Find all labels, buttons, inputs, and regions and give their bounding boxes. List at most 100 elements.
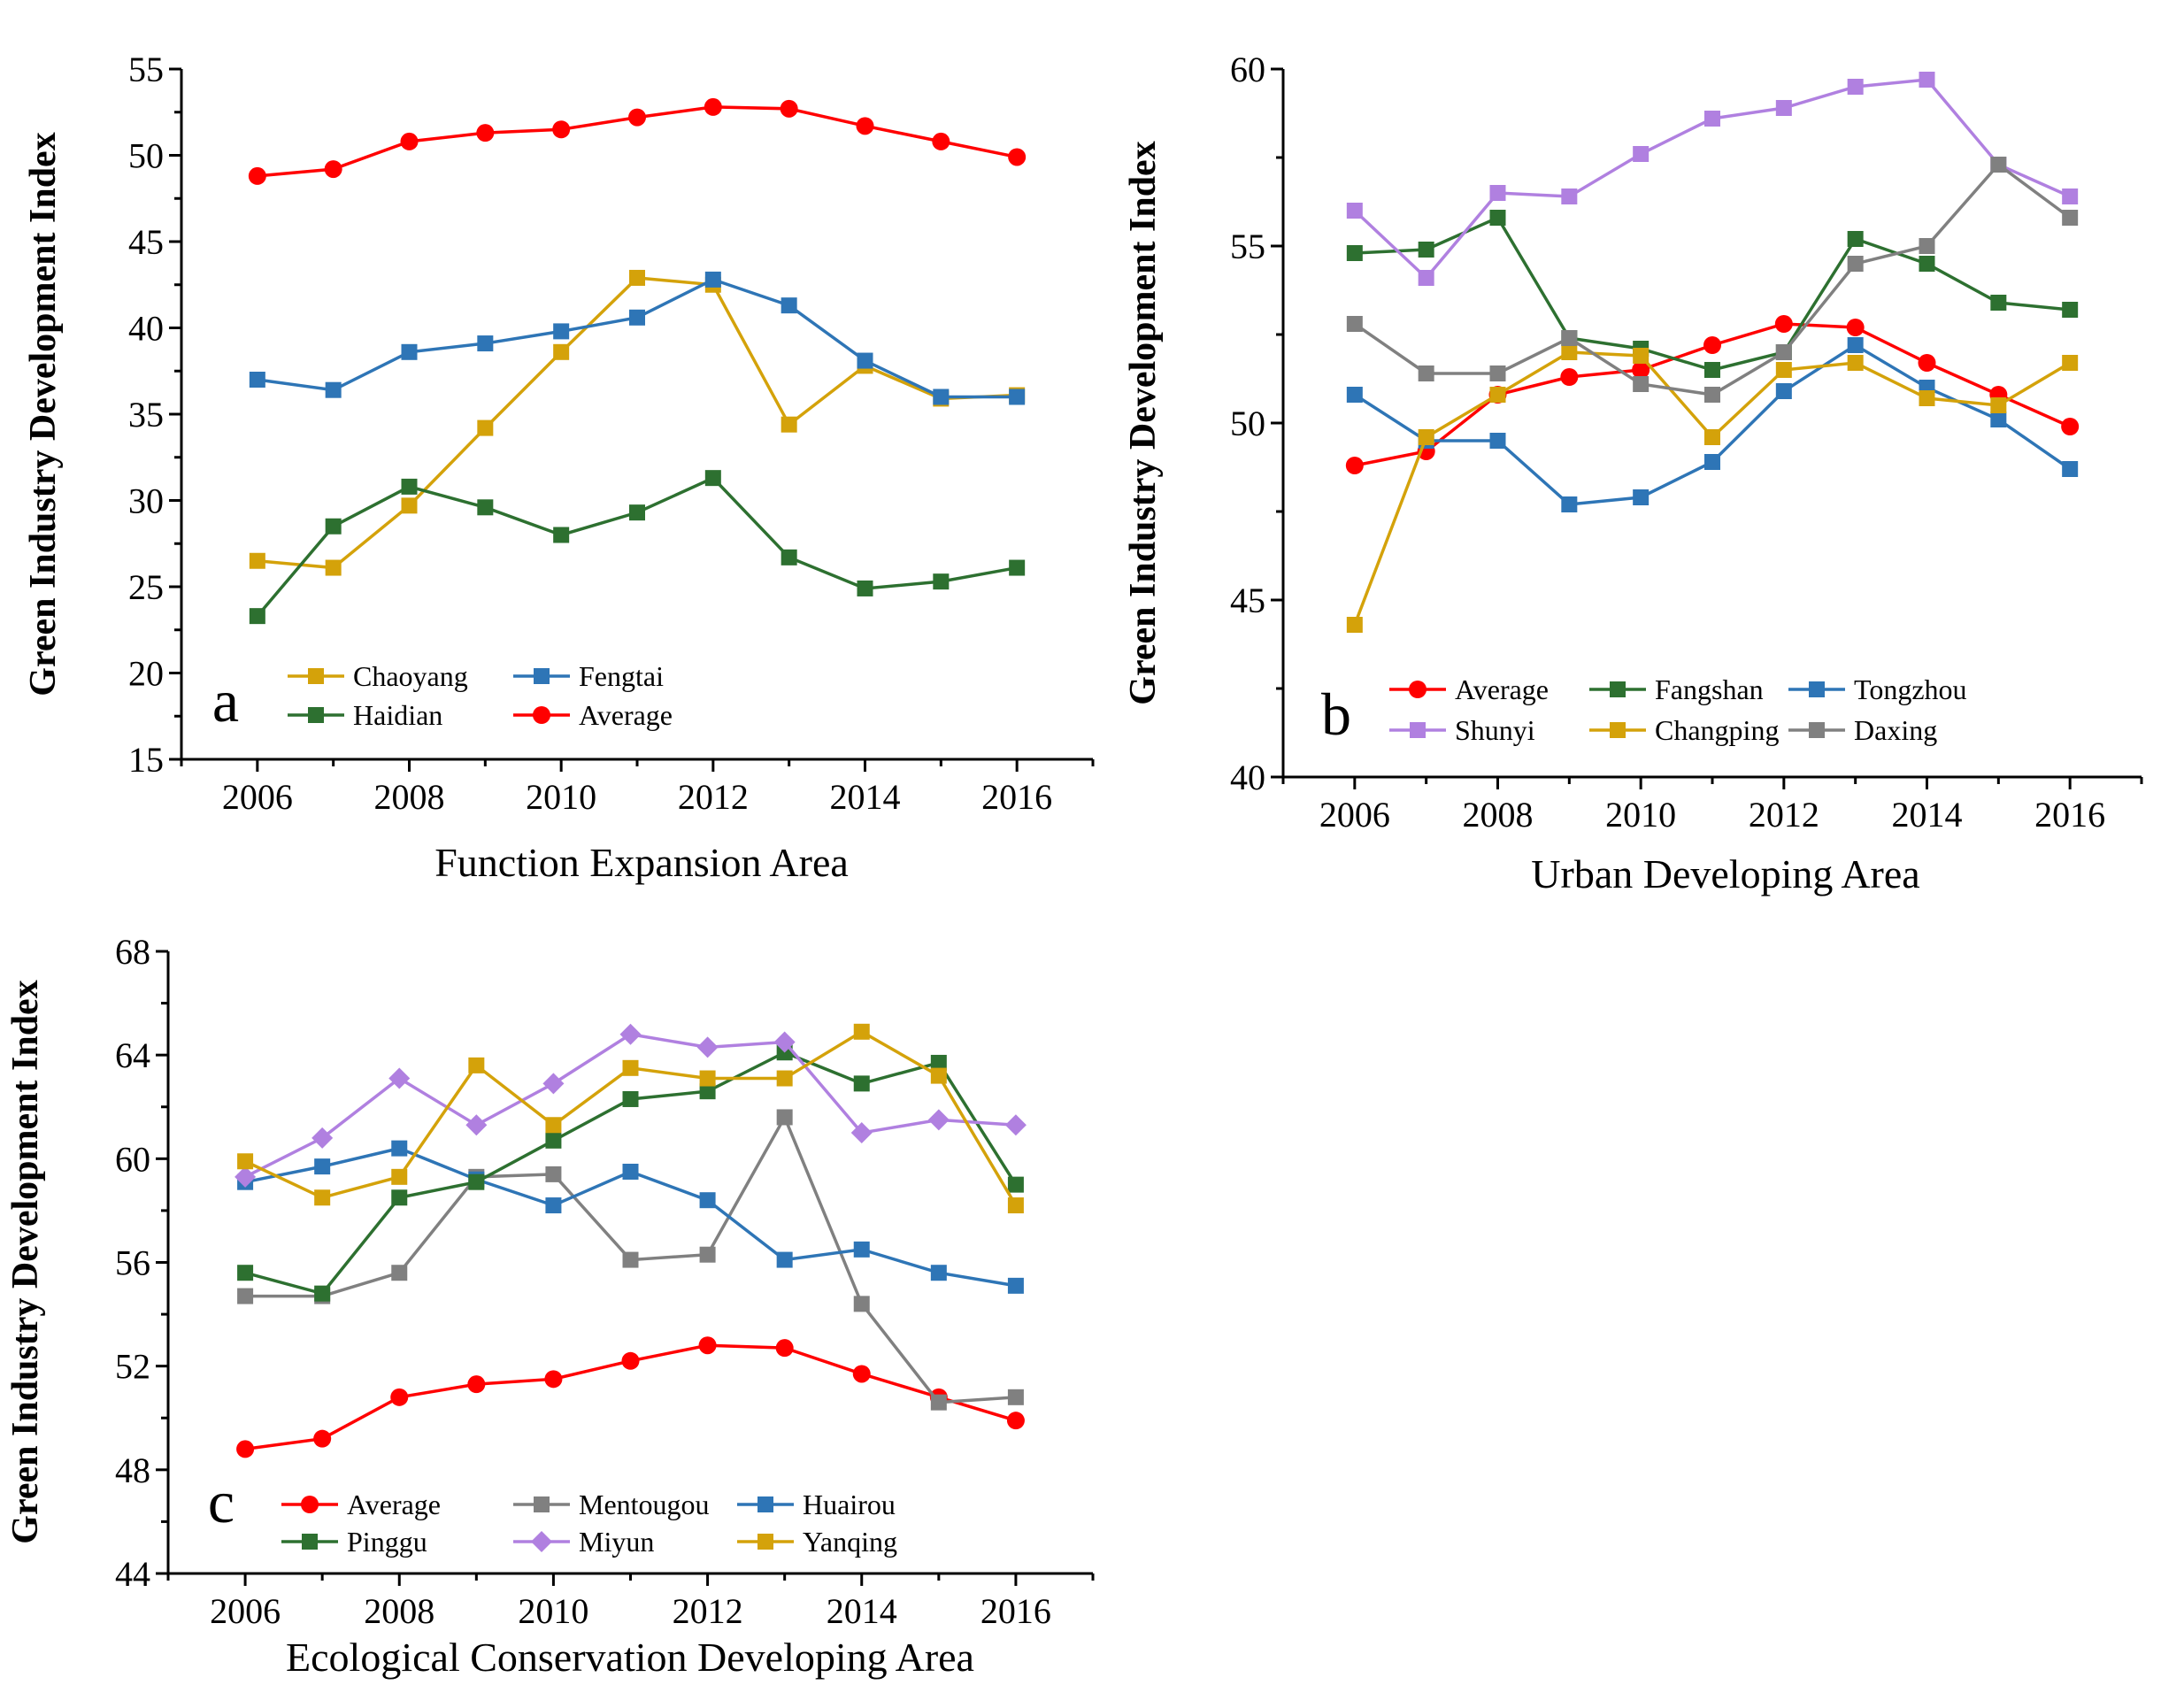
data-point-mentougou [930,1394,947,1411]
x-tick-label: 2012 [673,1591,743,1631]
panel-letter: b [1321,681,1351,748]
data-point-shunyi [1775,100,1792,116]
data-point-huairou [545,1197,562,1214]
data-point-huairou [314,1158,331,1175]
data-point-average [552,120,571,139]
data-point-haidian [401,478,418,495]
x-tick-label: 2006 [210,1591,281,1631]
legend-label: Miyun [579,1526,654,1558]
x-axis-title: Function Expansion Area [434,840,849,885]
panel-a-chart: 15 20 25 30 35 40 45 50 55 2006 2008 2010 2012 2014 20… [23,50,1095,885]
data-point-chaoyang [325,559,342,576]
data-point-shunyi [1847,79,1864,95]
data-point-fengtai [629,309,645,326]
data-point-daxing [1990,157,2007,173]
data-point-changping [1704,429,1720,445]
data-point-haidian [629,504,645,521]
data-point-shunyi [1919,72,1935,88]
legend-swatch-marker [1610,722,1626,738]
legend-swatch-marker [531,1531,552,1552]
legend-label: Yanqing [803,1526,897,1558]
legend-item-pinggu: Pinggu [281,1526,427,1558]
legend-swatch-marker [534,1496,550,1512]
data-point-pinggu [468,1173,485,1190]
data-point-tongzhou [2062,461,2079,477]
legend-item-fangshan: Fangshan [1589,673,1764,705]
series-changping [1346,344,2079,633]
data-point-fengtai [401,343,418,360]
data-point-changping [1561,344,1578,360]
data-point-shunyi [1561,188,1578,204]
data-point-miyun [311,1127,334,1149]
legend-item-huairou: Huairou [737,1489,896,1520]
legend-item-fengtai: Fengtai [513,660,664,692]
data-point-mentougou [237,1288,254,1304]
x-tick-label: 2010 [526,777,596,817]
data-point-yanqing [391,1168,408,1185]
y-tick-label: 55 [128,50,164,89]
data-point-average [932,132,950,150]
y-tick-label: 40 [1230,758,1265,797]
data-point-mentougou [699,1246,716,1263]
data-point-yanqing [237,1153,254,1170]
legend-swatch-marker [1809,681,1825,697]
data-point-average [1006,1412,1025,1430]
data-point-huairou [622,1163,639,1180]
y-tick-label: 50 [128,136,164,176]
data-point-average [852,1365,871,1383]
x-tick-label: 2008 [364,1591,434,1631]
legend: Chaoyang Fengtai Haidian Average [288,660,673,731]
data-point-pinggu [622,1090,639,1107]
data-point-average [704,97,722,116]
data-point-fengtai [1009,389,1026,405]
legend-swatch-marker [533,706,550,724]
data-point-fengtai [325,381,342,398]
data-point-miyun [927,1109,950,1131]
data-point-daxing [1346,316,1363,332]
data-point-mentougou [776,1109,793,1126]
data-point-fengtai [249,372,265,388]
data-point-fangshan [1704,362,1720,378]
data-point-yanqing [468,1057,485,1073]
series-huairou [237,1140,1024,1294]
legend-swatch-marker [534,668,550,684]
data-point-changping [1990,397,2007,413]
legend-item-tongzhou: Tongzhou [1788,673,1967,705]
x-tick-label: 2010 [1605,795,1676,835]
data-point-miyun [542,1073,565,1095]
data-point-average [313,1429,332,1448]
y-tick-label: 20 [128,654,164,694]
data-point-mentougou [545,1166,562,1182]
x-tick-label: 2012 [678,777,749,817]
x-tick-label: 2014 [827,1591,897,1631]
data-point-tongzhou [1704,454,1720,470]
y-tick-label: 52 [115,1347,150,1387]
data-point-daxing [1847,256,1864,272]
legend-item-miyun: Miyun [513,1526,654,1558]
data-point-fangshan [1346,245,1363,261]
data-point-haidian [1009,559,1026,576]
series-pinggu [237,1044,1024,1302]
data-point-yanqing [545,1117,562,1134]
data-point-tongzhou [1847,337,1864,353]
y-tick-label: 56 [115,1243,150,1283]
data-point-huairou [1007,1277,1024,1294]
data-point-yanqing [853,1023,870,1040]
data-point-changping [1489,387,1506,403]
data-point-pinggu [853,1075,870,1092]
data-point-miyun [696,1036,719,1058]
data-point-mentougou [391,1265,408,1281]
legend-label: Haidian [353,699,442,731]
y-tick-label: 60 [115,1139,150,1179]
data-point-average [236,1440,255,1458]
series-haidian [249,470,1026,625]
data-point-shunyi [1704,111,1720,127]
legend-item-mentougou: Mentougou [513,1489,710,1520]
y-tick-label: 45 [128,222,164,262]
legend-item-haidian: Haidian [288,699,442,731]
data-point-miyun [773,1031,796,1053]
legend-label: Average [1455,673,1549,705]
legend-label: Fengtai [579,660,664,692]
series-shunyi [1346,72,2079,286]
x-tick-label: 2006 [1319,795,1390,835]
